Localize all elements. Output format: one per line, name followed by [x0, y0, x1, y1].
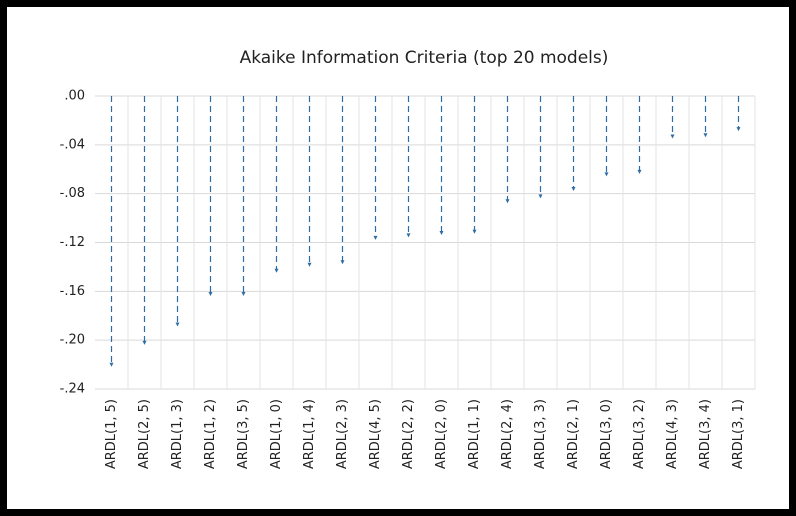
chart: Akaike Information Criteria (top 20 mode… [7, 7, 789, 509]
y-tick-label: .00 [64, 89, 85, 104]
x-tick-label: ARDL(1, 4) [302, 399, 317, 469]
dropline-end [439, 230, 444, 235]
x-tick-label: ARDL(3, 1) [731, 399, 746, 469]
dropline-end [472, 229, 477, 234]
x-tick-label: ARDL(1, 5) [104, 399, 119, 469]
dropline-end [208, 291, 213, 296]
y-tick-label: -.08 [60, 186, 85, 201]
dropline-end [703, 133, 708, 138]
x-tick-label: ARDL(2, 0) [434, 399, 449, 469]
y-tick-label: -.20 [60, 333, 85, 348]
dropline-end [604, 172, 609, 177]
dropline-end [505, 199, 510, 204]
y-tick-label: -.04 [60, 137, 85, 152]
x-tick-label: ARDL(2, 4) [500, 399, 515, 469]
x-tick-label: ARDL(1, 2) [203, 399, 218, 469]
x-tick-label: ARDL(2, 5) [137, 399, 152, 469]
y-tick-label: -.16 [60, 284, 85, 299]
x-tick-label: ARDL(4, 3) [665, 399, 680, 469]
dropline-end [637, 169, 642, 174]
x-tick-label: ARDL(1, 3) [170, 399, 185, 469]
x-tick-label: ARDL(4, 5) [368, 399, 383, 469]
x-tick-label: ARDL(3, 5) [236, 399, 251, 469]
dropline-end [175, 322, 180, 327]
dropline-end [670, 134, 675, 139]
dropline-end [736, 127, 741, 132]
dropline-end [538, 194, 543, 199]
x-tick-label: ARDL(1, 0) [269, 399, 284, 469]
x-tick-label: ARDL(2, 3) [335, 399, 350, 469]
dropline-end [307, 262, 312, 267]
dropline-end [274, 268, 279, 273]
y-tick-label: -.12 [60, 235, 85, 250]
dropline-end [373, 235, 378, 240]
x-tick-label: ARDL(2, 2) [401, 399, 416, 469]
dropline-end [142, 340, 147, 345]
chart-title: Akaike Information Criteria (top 20 mode… [240, 48, 609, 68]
x-tick-label: ARDL(3, 4) [698, 399, 713, 469]
x-tick-label: ARDL(1, 1) [467, 399, 482, 469]
dropline-end [340, 260, 345, 265]
dropline-end [571, 187, 576, 192]
x-tick-label: ARDL(2, 1) [566, 399, 581, 469]
dropline-end [241, 291, 246, 296]
dropline-end [109, 362, 114, 367]
x-tick-label: ARDL(3, 2) [632, 399, 647, 469]
x-tick-label: ARDL(3, 0) [599, 399, 614, 469]
dropline-end [406, 233, 411, 238]
y-tick-label: -.24 [60, 382, 85, 397]
x-tick-label: ARDL(3, 3) [533, 399, 548, 469]
